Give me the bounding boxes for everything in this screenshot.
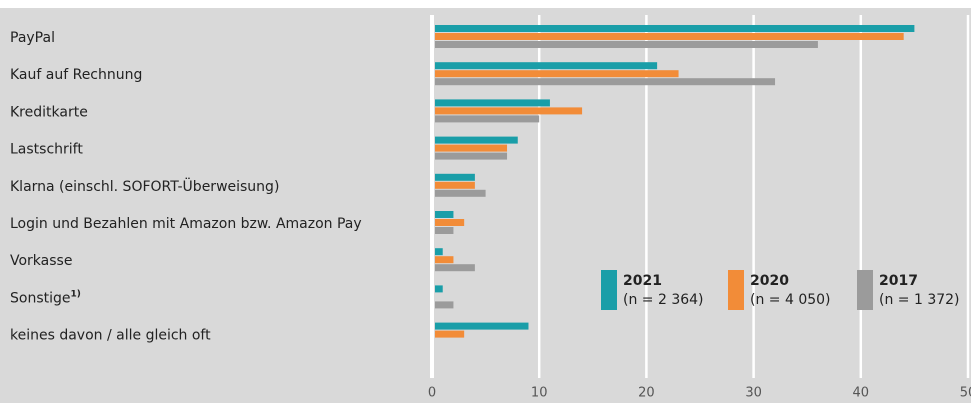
bar bbox=[435, 189, 486, 197]
bar bbox=[435, 115, 540, 123]
category-text: keines davon / alle gleich oft bbox=[10, 328, 211, 344]
bar bbox=[435, 62, 658, 70]
legend-note: (n = 2 364) bbox=[623, 292, 704, 308]
x-tick-label: 20 bbox=[638, 386, 655, 401]
category-text: Login und Bezahlen mit Amazon bzw. Amazo… bbox=[10, 216, 362, 232]
bar bbox=[435, 330, 465, 338]
bar bbox=[435, 99, 550, 107]
category-label: Lastschrift bbox=[10, 142, 83, 158]
legend-note: (n = 4 050) bbox=[750, 292, 831, 308]
bar bbox=[435, 322, 529, 330]
bar bbox=[435, 264, 475, 272]
bar bbox=[435, 144, 508, 152]
category-text: Sonstige bbox=[10, 290, 71, 306]
bar bbox=[435, 285, 443, 293]
category-label: PayPal bbox=[10, 30, 55, 46]
legend-name: 2017 bbox=[879, 273, 918, 289]
bar bbox=[435, 25, 915, 32]
bar bbox=[435, 211, 454, 218]
category-label: Klarna (einschl. SOFORT-Überweisung) bbox=[10, 177, 279, 195]
bar bbox=[435, 181, 475, 189]
category-label: keines davon / alle gleich oft bbox=[10, 328, 211, 344]
category-label: Kauf auf Rechnung bbox=[10, 67, 142, 83]
x-tick-label: 40 bbox=[853, 386, 870, 401]
x-tick-label: 30 bbox=[745, 386, 762, 401]
category-label: Sonstige1) bbox=[10, 289, 81, 307]
legend-swatch bbox=[857, 270, 873, 310]
category-text: Kreditkarte bbox=[10, 104, 88, 120]
legend-name: 2021 bbox=[623, 273, 662, 289]
category-text: Kauf auf Rechnung bbox=[10, 67, 142, 83]
top-strip bbox=[0, 0, 971, 8]
x-tick-label: 0 bbox=[428, 386, 436, 401]
category-label: Vorkasse bbox=[10, 253, 72, 269]
legend-swatch bbox=[601, 270, 617, 310]
legend-swatch bbox=[728, 270, 744, 310]
legend-note: (n = 1 372) bbox=[879, 292, 960, 308]
x-tick-label: 50 bbox=[960, 386, 971, 401]
bar bbox=[435, 248, 443, 256]
legend-name: 2020 bbox=[750, 273, 789, 289]
category-text: Klarna (einschl. SOFORT-Überweisung) bbox=[10, 177, 279, 195]
bar bbox=[435, 152, 508, 160]
bar bbox=[435, 219, 465, 226]
bar bbox=[435, 173, 475, 181]
bar bbox=[435, 301, 454, 309]
footnote-mark: 1) bbox=[71, 289, 81, 299]
bar bbox=[435, 78, 776, 86]
bar bbox=[435, 70, 679, 78]
bar bbox=[435, 256, 454, 264]
category-text: Lastschrift bbox=[10, 142, 83, 158]
x-tick-label: 10 bbox=[531, 386, 548, 401]
bar bbox=[435, 107, 583, 115]
bar bbox=[435, 33, 904, 40]
category-label: Kreditkarte bbox=[10, 104, 88, 120]
bar bbox=[435, 227, 454, 234]
bar bbox=[435, 41, 818, 48]
bar bbox=[435, 136, 518, 144]
category-label: Login und Bezahlen mit Amazon bzw. Amazo… bbox=[10, 216, 362, 232]
category-text: PayPal bbox=[10, 30, 55, 46]
category-text: Vorkasse bbox=[10, 253, 72, 269]
